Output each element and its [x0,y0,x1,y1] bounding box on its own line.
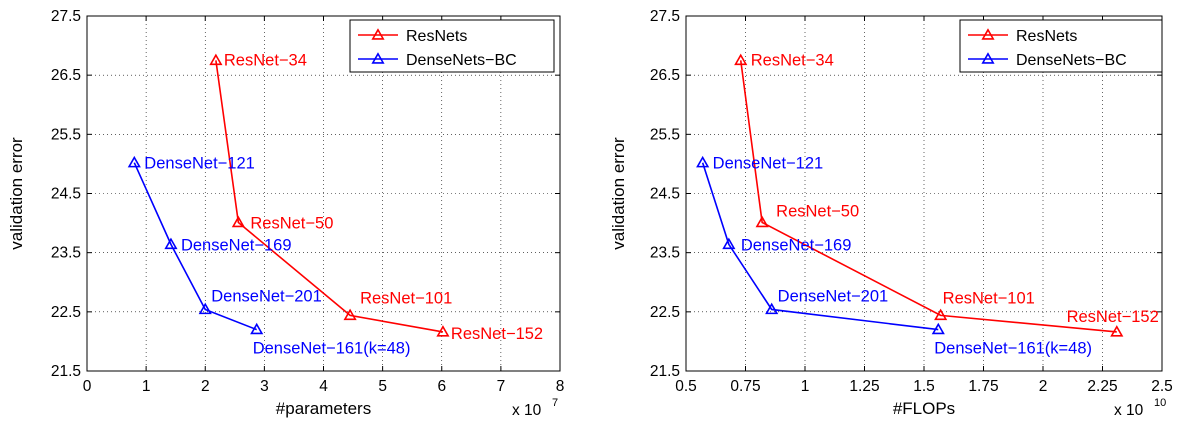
y-tick-label: 27.5 [51,8,81,25]
chart-panel-1: 0 1 2 3 4 5 6 7 8 21.5 22.5 23.5 24.5 25.5 26.5 27.5 #pa… [7,8,564,419]
y-tick-label: 26.5 [650,67,680,84]
legend-label: DenseNets−BC [1016,52,1127,69]
x-tick-label: 1.25 [849,378,879,395]
data-label: DenseNet−161(k=48) [934,340,1092,358]
data-point-marker [250,322,264,335]
series-densenets-bc: DenseNet−121 DenseNet−169 DenseNet−201 Dens… [127,155,411,358]
x-tick-label: 1.75 [968,378,998,395]
y-tick-label: 24.5 [51,186,81,203]
x-tick-label: 1.5 [913,378,935,395]
legend-label: ResNets [406,28,467,45]
data-point-marker [436,325,450,337]
y-tick-label: 25.5 [51,126,81,143]
x-tick-label: 6 [437,378,446,395]
data-point-marker [198,302,212,315]
x-exponent-base: x 10 [1114,402,1144,419]
chart-panel-2: 0.5 0.75 1 1.25 1.5 1.75 2 2.25 2.5 21.5 22.5 23.5 2… [609,8,1173,419]
y-tick-label: 23.5 [51,245,81,262]
x-exponent-base: x 10 [512,402,542,419]
x-tick-label: 1 [801,378,810,395]
y-tick-label: 23.5 [650,245,680,262]
legend-marker [981,28,995,40]
data-label: DenseNet−201 [778,287,889,305]
data-point-marker [231,215,245,228]
x-tick-label: 4 [319,378,328,395]
x-tick-label: 1 [142,378,151,395]
y-axis-label: validation error [7,137,26,250]
x-tick-label: 5 [378,378,387,395]
data-label: ResNet−152 [451,325,543,343]
legend-marker [981,52,995,64]
x-tick-label: 3 [260,378,269,395]
series-line [739,60,1117,333]
data-label: DenseNet−169 [181,236,292,254]
data-point-marker [164,237,178,250]
data-label: DenseNet−201 [211,287,322,305]
series-resnets: ResNet−34 ResNet−50 ResNet−101 ResNet−152 [209,51,543,343]
data-point-marker [765,302,779,315]
x-tick-label: 2 [201,378,210,395]
data-label: ResNet−101 [943,289,1035,307]
y-tick-label: 21.5 [51,363,81,380]
x-tick-label: 2.25 [1087,378,1117,395]
x-axis-label: #parameters [276,399,371,418]
data-point-marker [934,308,948,321]
data-point-marker [127,155,141,168]
data-label: DenseNet−121 [713,155,824,173]
x-tick-label: 0.75 [730,378,760,395]
series-resnets: ResNet−34 ResNet−50 ResNet−101 ResNet−152 [734,51,1159,337]
x-tick-label: 8 [556,378,565,395]
x-axis-label: #FLOPs [893,399,955,418]
legend: ResNets DenseNets−BC [349,19,555,73]
data-point-marker [931,322,945,335]
legend-marker [371,28,385,40]
legend: ResNets DenseNets−BC [959,19,1163,73]
y-tick-label: 26.5 [51,67,81,84]
data-label: DenseNet−161(k=48) [253,340,411,358]
series-line [701,162,939,331]
data-label: ResNet−34 [751,51,834,69]
y-tick-label: 22.5 [51,304,81,321]
x-exponent-power: 7 [552,397,558,409]
x-tick-label: 2.5 [1151,378,1173,395]
data-point-marker [734,53,748,66]
y-tick-label: 21.5 [650,363,680,380]
legend-label: ResNets [1016,28,1077,45]
x-tick-label: 0 [83,378,92,395]
series-densenets-bc: DenseNet−121 DenseNet−169 DenseNet−201 Dens… [696,155,1092,358]
data-point-marker [696,155,710,168]
data-point-marker [755,215,769,228]
y-tick-label: 24.5 [650,186,680,203]
data-label: ResNet−50 [250,214,333,232]
series-line [133,162,257,331]
data-label: ResNet−50 [776,202,859,220]
data-point-marker [343,308,357,321]
legend-label: DenseNets−BC [406,52,517,69]
data-label: ResNet−34 [224,51,307,69]
x-tick-label: 0.5 [675,378,697,395]
data-point-marker [209,53,223,66]
data-label: DenseNet−121 [144,155,255,173]
legend-marker [371,52,385,64]
data-label: DenseNet−169 [741,236,852,254]
data-label: ResNet−152 [1067,308,1159,326]
data-point-marker [722,237,736,250]
x-tick-label: 7 [497,378,506,395]
data-label: ResNet−101 [360,289,452,307]
y-axis-label: validation error [609,137,628,250]
y-tick-label: 27.5 [650,8,680,25]
x-tick-label: 2 [1039,378,1048,395]
series-line [215,60,444,333]
x-exponent-power: 10 [1154,397,1166,409]
data-point-marker [1110,325,1124,337]
y-tick-label: 25.5 [650,126,680,143]
y-tick-label: 22.5 [650,304,680,321]
